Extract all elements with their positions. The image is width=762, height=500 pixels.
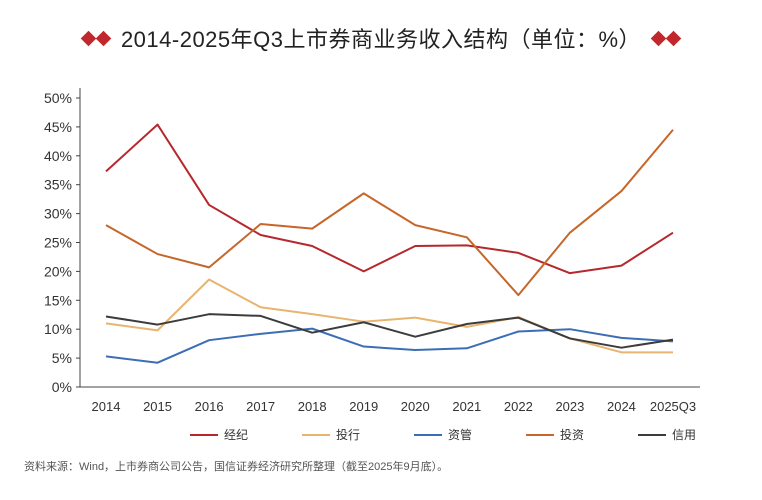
legend-label: 经纪 <box>224 428 248 442</box>
legend-label: 投资 <box>560 427 584 442</box>
y-tick-label: 10% <box>44 321 72 337</box>
x-tick-label: 2014 <box>92 399 121 414</box>
y-tick-label: 45% <box>44 119 72 135</box>
series-line-3 <box>105 327 674 364</box>
source-note: 资料来源：Wind，上市券商公司公告，国信证券经济研究所整理（截至2025年9月… <box>24 461 449 473</box>
legend-label: 信用 <box>672 428 696 442</box>
series-line-1 <box>105 123 674 275</box>
x-tick-label: 2020 <box>401 399 430 414</box>
x-tick-label: 2019 <box>349 399 378 414</box>
y-tick-label: 25% <box>44 235 72 251</box>
y-tick-label: 15% <box>44 292 72 308</box>
y-tick-label: 35% <box>44 177 72 193</box>
y-tick-label: 5% <box>52 350 72 366</box>
legend-label: 资管 <box>448 427 472 442</box>
y-tick-label: 20% <box>44 263 72 279</box>
chart-title-row: 2014-2025年Q3上市券商业务收入结构（单位：%） <box>0 18 762 58</box>
x-tick-label: 2016 <box>195 399 224 414</box>
x-tick-label: 2025Q3 <box>650 399 696 414</box>
x-tick-label: 2024 <box>607 399 636 414</box>
series-line-5 <box>105 313 674 349</box>
series-line-4 <box>105 129 674 297</box>
y-tick-label: 30% <box>44 206 72 222</box>
y-tick-label: 40% <box>44 148 72 164</box>
chart-title: 2014-2025年Q3上市券商业务收入结构（单位：%） <box>120 27 642 52</box>
x-tick-label: 2021 <box>452 399 481 414</box>
x-tick-label: 2018 <box>298 399 327 414</box>
y-tick-label: 0% <box>52 379 72 395</box>
x-tick-label: 2015 <box>143 399 172 414</box>
y-tick-label: 50% <box>44 90 72 106</box>
x-tick-label: 2022 <box>504 399 533 414</box>
x-tick-label: 2017 <box>246 399 275 414</box>
x-tick-label: 2023 <box>555 399 584 414</box>
legend-label: 投行 <box>336 427 360 442</box>
